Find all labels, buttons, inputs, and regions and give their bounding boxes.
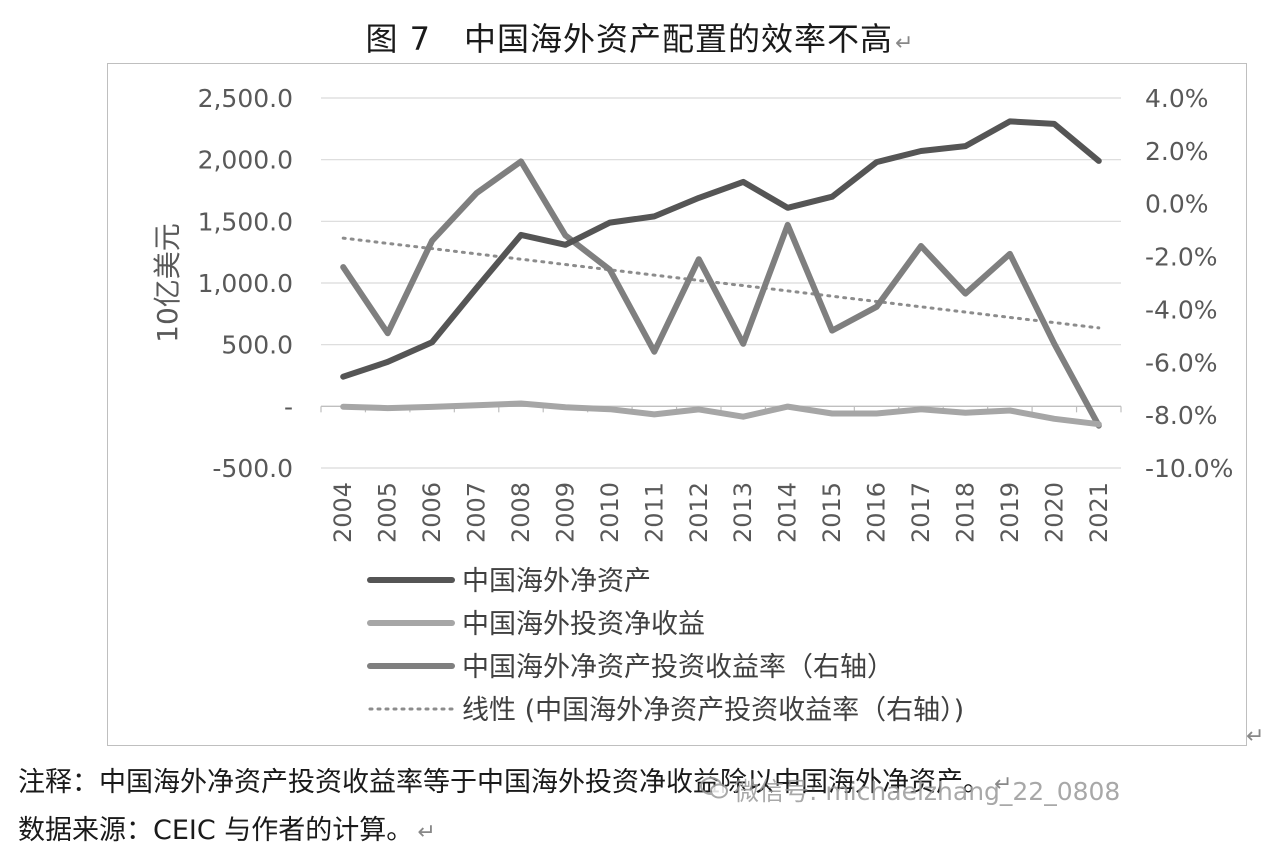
- y2-tick-label: 0.0%: [1145, 190, 1209, 219]
- legend-label: 中国海外净资产投资收益率（右轴）: [462, 652, 894, 683]
- note-text: 注释：中国海外净资产投资收益率等于中国海外投资净收益除以中国海外净资产。: [18, 767, 990, 798]
- x-tick-label: 2018: [951, 482, 979, 543]
- y2-tick-label: 2.0%: [1145, 137, 1209, 166]
- x-tick-label: 2015: [818, 482, 846, 543]
- x-tick-label: 2013: [729, 482, 757, 543]
- source-text: 数据来源：CEIC 与作者的计算。: [18, 815, 414, 846]
- note-line: 注释：中国海外净资产投资收益率等于中国海外投资净收益除以中国海外净资产。 ↵: [18, 760, 1012, 799]
- x-tick-label: 2009: [551, 482, 579, 543]
- series-line: [340, 400, 1102, 428]
- y2-tick-label: -4.0%: [1145, 295, 1218, 324]
- watermark: 微信号: michaelzhang_22_0808: [700, 772, 1120, 808]
- return-mark-icon: ↵: [895, 31, 915, 56]
- x-tick-label: 2004: [329, 482, 357, 543]
- figure-title-text: 图 7 中国海外资产配置的效率不高: [365, 20, 894, 58]
- series-line: [340, 118, 1102, 380]
- legend-label: 中国海外净资产: [462, 566, 651, 597]
- chart-frame: [107, 63, 1247, 746]
- x-tick-label: 2017: [907, 482, 935, 543]
- legend-label: 线性 (中国海外净资产投资收益率（右轴）): [462, 695, 964, 726]
- series-line: [341, 236, 1101, 330]
- x-tick-label: 2019: [996, 482, 1024, 543]
- y2-tick-label: -8.0%: [1145, 401, 1218, 430]
- x-tick-label: 2021: [1085, 482, 1113, 543]
- x-tick-label: 2005: [374, 482, 402, 543]
- x-tick-label: 2010: [596, 482, 624, 543]
- return-mark-icon: ↵: [994, 772, 1013, 797]
- series-line: [340, 158, 1102, 429]
- source-line: 数据来源：CEIC 与作者的计算。 ↵: [18, 808, 436, 847]
- return-mark-icon: ↵: [417, 820, 436, 845]
- x-tick-label: 2011: [640, 482, 668, 543]
- y-tick-label: 500.0: [221, 331, 293, 360]
- return-mark-icon: ↵: [1246, 724, 1265, 749]
- y2-tick-label: 4.0%: [1145, 84, 1209, 113]
- x-tick-label: 2016: [863, 482, 891, 543]
- x-tick-label: 2014: [774, 482, 802, 543]
- y-axis-title: 10亿美元: [151, 223, 184, 343]
- x-tick-label: 2006: [418, 482, 446, 543]
- y-tick-label: 2,000.0: [198, 146, 293, 175]
- y-tick-label: -: [284, 392, 293, 421]
- legend-label: 中国海外投资净收益: [462, 609, 705, 640]
- figure-title: 图 7 中国海外资产配置的效率不高↵: [0, 14, 1280, 60]
- y-tick-label: -500.0: [212, 454, 293, 483]
- wechat-icon: [700, 776, 728, 806]
- x-tick-label: 2008: [507, 482, 535, 543]
- y-tick-label: 1,500.0: [198, 207, 293, 236]
- y2-tick-label: -6.0%: [1145, 348, 1218, 377]
- y2-tick-label: -10.0%: [1145, 454, 1233, 483]
- x-tick-label: 2007: [463, 482, 491, 543]
- x-tick-label: 2020: [1040, 482, 1068, 543]
- x-tick-label: 2012: [685, 482, 713, 543]
- y2-tick-label: -2.0%: [1145, 243, 1218, 272]
- y-tick-label: 2,500.0: [198, 84, 293, 113]
- y-tick-label: 1,000.0: [198, 269, 293, 298]
- watermark-text: 微信号: michaelzhang_22_0808: [734, 777, 1121, 806]
